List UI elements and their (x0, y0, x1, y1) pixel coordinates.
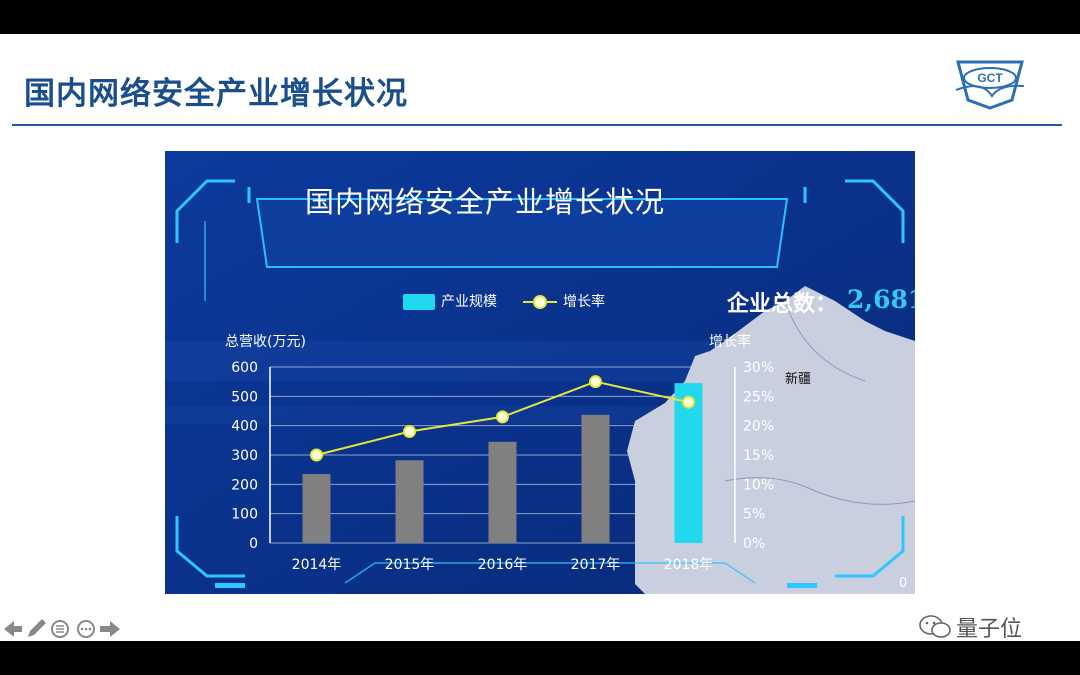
y-tick-label: 100 (231, 507, 258, 523)
x-tick-label: 2017年 (571, 557, 621, 573)
y2-tick-label: 30% (743, 360, 774, 376)
watermark: 量子位 (918, 611, 1022, 641)
bar-2014年 (302, 474, 331, 543)
prev-arrow-icon[interactable] (4, 621, 22, 637)
y-tick-label: 200 (231, 477, 258, 493)
slide-title: 国内网络安全产业增长状况 (24, 76, 408, 112)
map-edge-digit: 0 (899, 576, 908, 591)
gct-logo-icon: GCT (955, 60, 1025, 110)
enterprise-total-value: 2,681 (847, 285, 915, 314)
y2-tick-label: 25% (743, 389, 774, 405)
x-tick-label: 2016年 (478, 557, 528, 573)
y2-axis-title: 增长率 (709, 334, 751, 350)
bar-2018年 (674, 383, 703, 543)
watermark-text: 量子位 (956, 617, 1023, 641)
svg-text:GCT: GCT (977, 71, 1003, 85)
slide-nav-controls (4, 619, 120, 638)
wechat-icon (919, 615, 951, 638)
y-axis-title: 总营收(万元) (225, 334, 306, 350)
growth-rate-point (589, 375, 602, 389)
y2-tick-label: 15% (743, 448, 774, 464)
legend-bar-swatch (403, 294, 435, 310)
title-divider (12, 124, 1062, 126)
growth-rate-point (496, 410, 509, 424)
map-label-xinjiang: 新疆 (785, 372, 812, 387)
legend-bar-label: 产业规模 (441, 294, 497, 310)
bar-2016年 (488, 441, 517, 543)
y-tick-label: 600 (231, 360, 258, 376)
x-tick-label: 2014年 (292, 557, 342, 573)
next-arrow-icon[interactable] (100, 621, 120, 637)
x-tick-label: 2018年 (664, 557, 714, 573)
growth-rate-point (682, 395, 695, 409)
slide: 国内网络安全产业增长状况 GCT (0, 34, 1080, 641)
legend-line-label: 增长率 (563, 294, 605, 310)
y2-tick-label: 0% (743, 536, 765, 552)
growth-rate-point (403, 425, 416, 439)
chart-title: 国内网络安全产业增长状况 (304, 185, 665, 219)
legend-line-marker (533, 295, 547, 309)
y-tick-label: 0 (249, 536, 258, 552)
growth-rate-point (310, 448, 323, 462)
y-tick-label: 400 (231, 419, 258, 435)
bar-2017年 (581, 414, 610, 543)
more-icon[interactable] (77, 620, 95, 638)
x-tick-label: 2015年 (385, 557, 435, 573)
chart-panel: 0 100 200 300 400 500 600 0% 5% 10% 15% 20% 25% 30% 20… (165, 151, 915, 594)
enterprise-total-label: 企业总数： (727, 292, 838, 317)
y2-tick-label: 20% (743, 419, 774, 435)
pen-icon[interactable] (28, 619, 46, 637)
y2-tick-label: 10% (743, 477, 774, 493)
menu-icon[interactable] (51, 620, 69, 638)
frame-decoration (175, 179, 905, 578)
bar-2015年 (395, 460, 424, 543)
y-tick-label: 500 (231, 389, 258, 405)
chart-svg: 0 100 200 300 400 500 600 0% 5% 10% 15% 20% 25% 30% 20… (165, 151, 915, 594)
y2-tick-label: 5% (743, 507, 765, 523)
y-tick-label: 300 (231, 448, 258, 464)
